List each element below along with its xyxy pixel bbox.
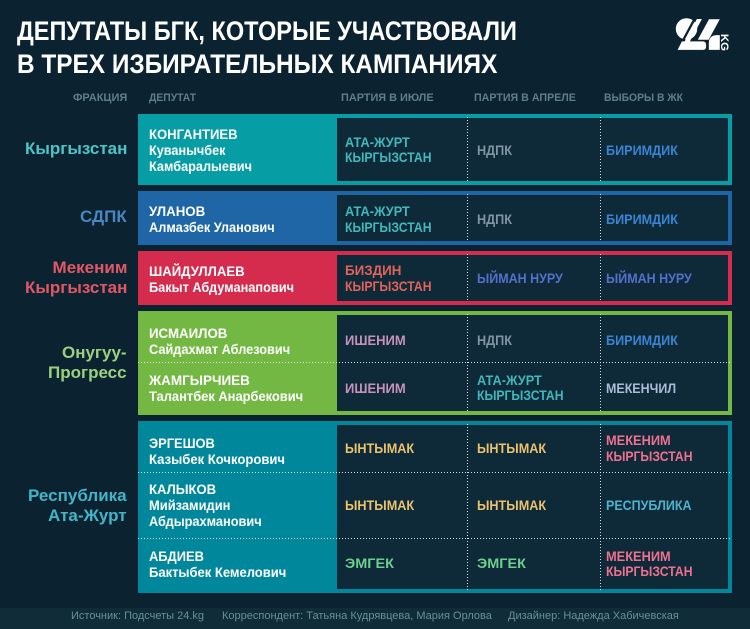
svg-text:KG: KG bbox=[718, 34, 730, 51]
